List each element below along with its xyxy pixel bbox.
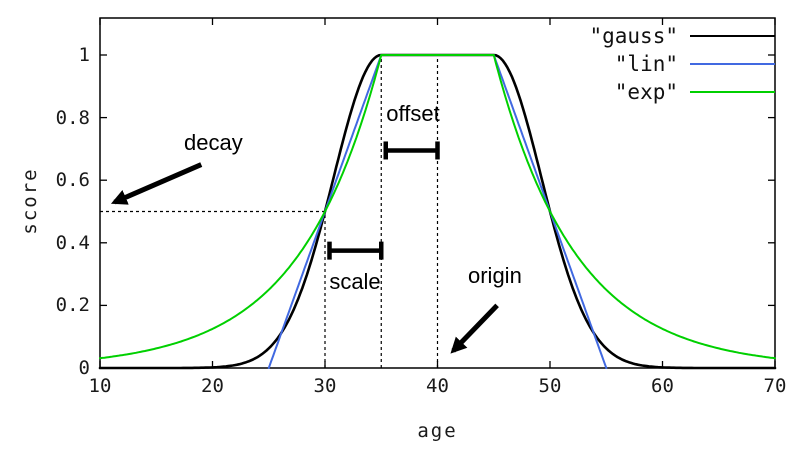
legend-line-sample-exp <box>690 91 775 93</box>
x-axis-label: age <box>417 420 458 442</box>
annotation-origin-label: origin <box>468 263 522 288</box>
y-tick-label: 0 <box>78 357 90 379</box>
y-axis-label: score <box>19 167 41 235</box>
x-tick-label: 10 <box>88 375 112 397</box>
legend-item-exp: "exp" <box>589 78 775 106</box>
x-tick-label: 40 <box>426 375 449 397</box>
x-tick-label: 60 <box>651 375 674 397</box>
legend: "gauss" "lin" "exp" <box>589 22 775 106</box>
legend-label: "exp" <box>614 80 678 104</box>
x-tick-label: 30 <box>313 375 337 397</box>
y-tick-label: 0.2 <box>55 294 90 316</box>
annotation-offset-label: offset <box>386 101 440 126</box>
legend-item-lin: "lin" <box>589 50 775 78</box>
legend-item-gauss: "gauss" <box>589 22 775 50</box>
annotation-scale-label: scale <box>329 269 381 294</box>
legend-line-sample-gauss <box>690 35 775 37</box>
y-tick-label: 0.6 <box>55 169 90 191</box>
annotation-decay-label: decay <box>184 130 243 155</box>
y-tick-label: 0.8 <box>55 107 90 129</box>
x-tick-label: 70 <box>763 375 787 397</box>
legend-label: "gauss" <box>589 24 678 48</box>
x-tick-label: 50 <box>538 375 562 397</box>
legend-label: "lin" <box>614 52 678 76</box>
y-tick-label: 0.4 <box>55 232 90 254</box>
y-tick-label: 1 <box>78 44 90 66</box>
x-tick-label: 20 <box>201 375 224 397</box>
legend-line-sample-lin <box>690 63 775 65</box>
